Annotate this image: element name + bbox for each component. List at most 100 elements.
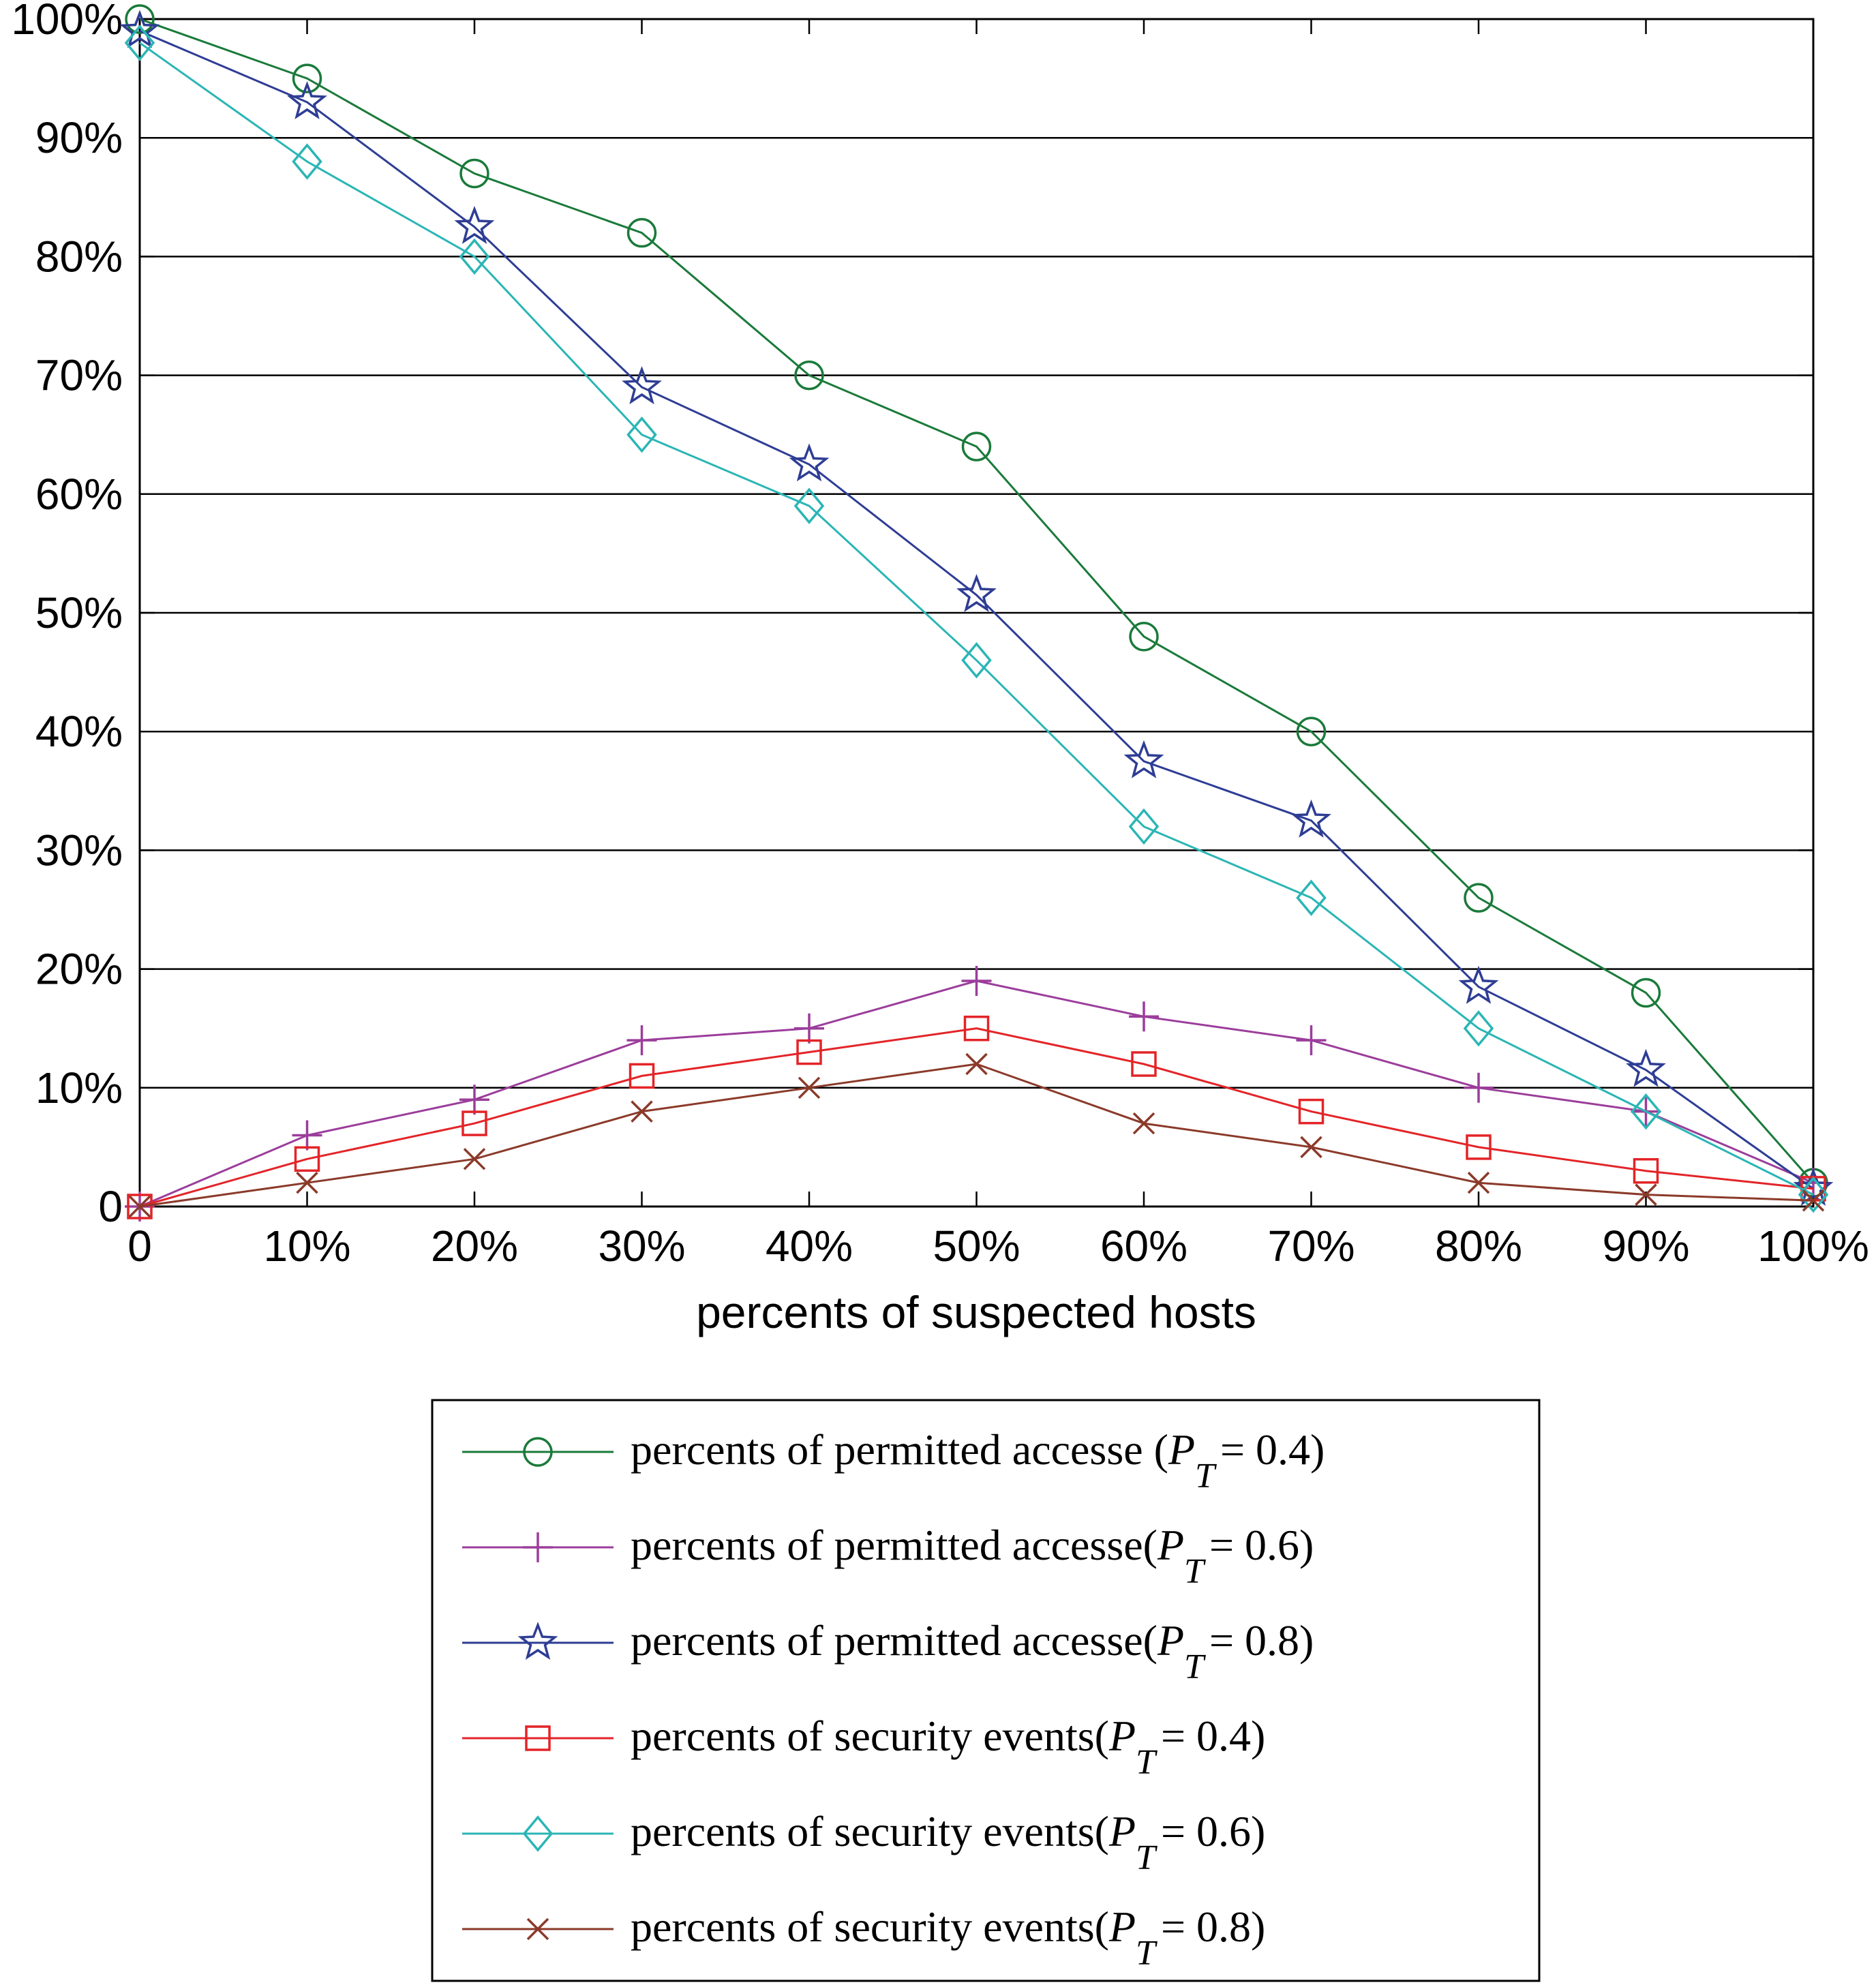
x-marker [526, 1917, 549, 1941]
circle-marker [626, 217, 657, 248]
star-marker [1291, 799, 1331, 838]
circle-marker [1631, 977, 1661, 1008]
y-tick-label: 90% [35, 113, 123, 162]
y-tick-label: 60% [35, 470, 123, 519]
y-tick-label: 50% [35, 588, 123, 637]
x-marker [798, 1076, 821, 1099]
y-tick-label: 10% [35, 1063, 123, 1112]
series-5 [124, 25, 1829, 1213]
star-marker [517, 1622, 558, 1660]
legend-entry-3: percents of permitted accesse(PT= 0.8) [462, 1616, 1314, 1686]
plus-marker [523, 1532, 553, 1562]
plus-marker [459, 1084, 489, 1115]
diamond-marker [459, 238, 490, 275]
x-tick-label: 0 [127, 1222, 152, 1271]
legend-label: percents of permitted accesse (PT= 0.4) [631, 1425, 1325, 1496]
series-2 [125, 966, 1828, 1222]
plus-marker [794, 1013, 824, 1044]
diamond-marker [793, 487, 825, 524]
diamond-marker [961, 641, 992, 679]
x-axis-title: percents of suspected hosts [696, 1287, 1256, 1337]
series-3 [119, 10, 1834, 1206]
series-4 [127, 1015, 1826, 1219]
circle-marker [794, 360, 824, 391]
grid-lines [140, 136, 1813, 1089]
square-marker [796, 1039, 822, 1065]
series-line [139, 1027, 1814, 1208]
x-marker [463, 1148, 486, 1170]
circle-marker [961, 431, 992, 461]
y-tick-label: 40% [35, 707, 123, 756]
x-marker [631, 1100, 653, 1123]
diamond-marker [1463, 1010, 1494, 1047]
circle-marker [523, 1437, 553, 1467]
diamond-marker [626, 416, 657, 453]
diamond-marker [1128, 808, 1160, 845]
star-marker [287, 80, 327, 120]
star-marker [454, 205, 495, 244]
square-marker [1633, 1157, 1659, 1184]
y-tick-label: 0 [98, 1182, 123, 1231]
y-axis-ticks: 0 10% 20% 30% 40% 50% 60% 70% 80% 90% 100% [11, 0, 1813, 1231]
star-marker [622, 366, 662, 405]
legend-entry-2: percents of permitted accesse(PT= 0.6) [462, 1521, 1314, 1591]
plus-marker [961, 966, 992, 997]
plus-marker [1464, 1072, 1494, 1103]
data-series [119, 4, 1834, 1222]
x-tick-label: 20% [431, 1222, 518, 1271]
diamond-marker [124, 25, 155, 61]
square-marker [1466, 1134, 1492, 1160]
x-axis-ticks: 0 10% 20% 30% 40% 50% 60% 70% 80% 90% 100% [127, 19, 1869, 1271]
square-marker [127, 1194, 153, 1219]
x-tick-label: 50% [933, 1222, 1020, 1271]
circle-marker [1464, 883, 1494, 913]
series-line [139, 30, 1814, 1190]
legend-entry-6: percents of security events(PT= 0.8) [462, 1902, 1265, 1973]
circle-marker [125, 4, 155, 34]
square-marker [1298, 1098, 1325, 1125]
circle-marker [292, 63, 322, 93]
x-tick-label: 10% [263, 1222, 350, 1271]
diamond-marker [1296, 879, 1327, 916]
legend-label: percents of permitted accesse(PT= 0.8) [631, 1616, 1314, 1686]
x-marker [1300, 1136, 1322, 1159]
legend-entry-5: percents of security events(PT= 0.6) [462, 1807, 1265, 1877]
series-line [139, 42, 1814, 1196]
x-marker [1132, 1112, 1155, 1135]
x-tick-label: 70% [1267, 1222, 1355, 1271]
series-6 [128, 1052, 1825, 1218]
x-tick-label: 60% [1100, 1222, 1187, 1271]
plus-marker [1129, 1001, 1159, 1032]
plus-marker [1296, 1025, 1327, 1056]
square-marker [1131, 1051, 1157, 1077]
diamond-marker [1631, 1093, 1661, 1130]
series-line [139, 18, 1815, 1184]
x-marker [128, 1195, 151, 1218]
star-marker [956, 573, 997, 612]
x-tick-label: 100% [1757, 1222, 1869, 1271]
legend-entry-1: percents of permitted accesse (PT= 0.4) [462, 1425, 1325, 1496]
circle-marker [1129, 622, 1159, 652]
square-marker [525, 1725, 551, 1751]
x-tick-label: 30% [598, 1222, 685, 1271]
x-marker [965, 1052, 988, 1076]
series-line [139, 1063, 1814, 1208]
legend-label: percents of security events(PT= 0.6) [631, 1807, 1265, 1877]
x-tick-label: 80% [1435, 1222, 1522, 1271]
y-tick-label: 70% [35, 351, 123, 400]
legend-entry-4: percents of security events(PT= 0.4) [462, 1712, 1265, 1782]
diamond-marker [522, 1815, 554, 1852]
x-marker [1635, 1183, 1657, 1206]
x-marker [296, 1171, 318, 1194]
y-tick-label: 20% [35, 945, 123, 994]
diamond-marker [292, 143, 322, 180]
series-line [139, 980, 1814, 1208]
star-marker [1458, 965, 1499, 1004]
legend-box [431, 1399, 1541, 1982]
star-marker [789, 443, 830, 482]
circle-marker [459, 158, 489, 189]
legend: percents of permitted accesse (PT= 0.4) p… [462, 1425, 1325, 1973]
x-marker [1802, 1189, 1825, 1212]
x-tick-label: 90% [1602, 1222, 1689, 1271]
